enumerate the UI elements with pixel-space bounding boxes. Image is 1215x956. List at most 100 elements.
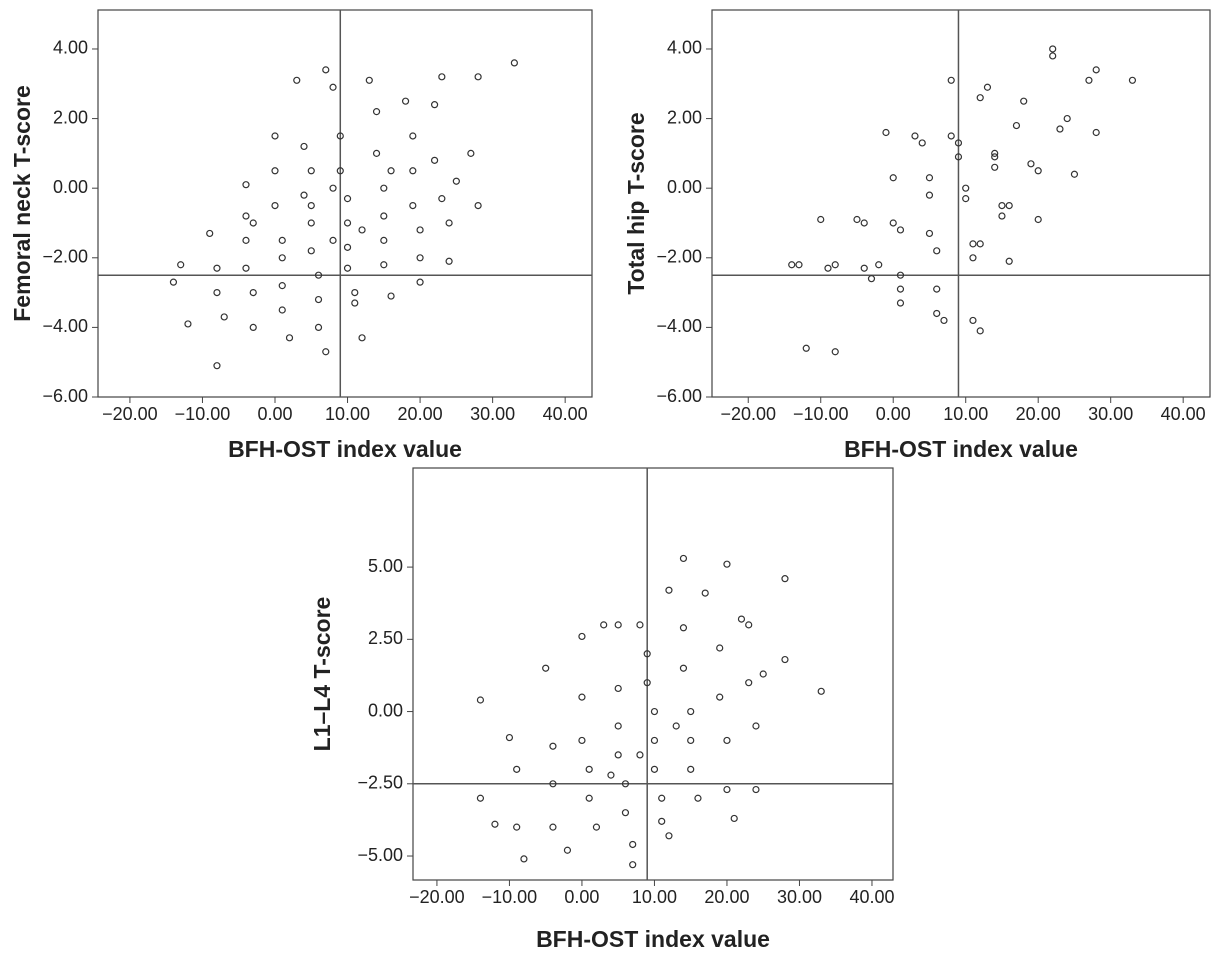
point bbox=[947, 132, 955, 140]
point bbox=[271, 132, 279, 140]
point bbox=[184, 320, 192, 328]
point bbox=[416, 254, 424, 262]
point bbox=[962, 195, 970, 203]
point bbox=[409, 132, 417, 140]
point bbox=[650, 707, 659, 716]
y-tick-label: 2.00 bbox=[667, 107, 702, 127]
point bbox=[933, 247, 941, 255]
point bbox=[329, 184, 337, 192]
point bbox=[314, 295, 323, 304]
x-tick-label: −20.00 bbox=[720, 404, 776, 424]
point bbox=[169, 278, 178, 286]
point bbox=[329, 83, 337, 91]
point bbox=[1092, 66, 1100, 74]
point bbox=[445, 257, 453, 265]
point bbox=[307, 247, 315, 255]
point bbox=[933, 285, 941, 293]
point bbox=[991, 149, 999, 157]
point bbox=[600, 621, 608, 629]
point bbox=[752, 722, 760, 730]
point bbox=[759, 670, 767, 678]
y-tick-label: 2.50 bbox=[368, 628, 403, 648]
point bbox=[300, 191, 308, 199]
point bbox=[416, 226, 424, 234]
point bbox=[563, 846, 572, 854]
point bbox=[679, 664, 688, 672]
x-tick-label: 40.00 bbox=[543, 404, 588, 424]
point bbox=[307, 219, 315, 227]
point bbox=[643, 679, 651, 687]
point bbox=[925, 191, 934, 199]
point bbox=[220, 313, 228, 321]
point bbox=[365, 76, 373, 84]
point bbox=[658, 794, 666, 802]
y-tick-label: −4.00 bbox=[656, 316, 702, 336]
point bbox=[947, 76, 955, 84]
point bbox=[474, 73, 482, 81]
point bbox=[285, 334, 294, 342]
point bbox=[925, 229, 934, 238]
point bbox=[621, 809, 630, 817]
point bbox=[896, 226, 905, 234]
y-tick-label: −6.00 bbox=[42, 386, 88, 406]
panel: −20.00 −10.00 0.00 10.00 20.00 30.00 40.00 −5.0… bbox=[309, 467, 894, 952]
point bbox=[505, 733, 514, 742]
x-tick-label: −20.00 bbox=[409, 887, 465, 907]
point bbox=[911, 132, 919, 140]
point bbox=[278, 282, 286, 290]
point bbox=[1034, 215, 1042, 224]
point bbox=[716, 644, 724, 652]
point bbox=[954, 153, 963, 161]
point bbox=[242, 212, 250, 220]
point bbox=[278, 306, 286, 314]
point bbox=[438, 195, 446, 203]
point bbox=[1012, 121, 1021, 130]
point bbox=[578, 632, 586, 641]
point bbox=[351, 288, 359, 297]
point bbox=[672, 722, 680, 730]
point bbox=[983, 83, 992, 91]
point bbox=[343, 195, 352, 203]
x-tick-label: 40.00 bbox=[849, 887, 894, 907]
point bbox=[1034, 167, 1042, 175]
point bbox=[694, 794, 702, 802]
y-axis-label: L1–L4 T-score bbox=[309, 597, 335, 752]
point bbox=[969, 240, 977, 248]
point bbox=[249, 219, 257, 227]
point bbox=[723, 736, 731, 745]
x-tick-label: 40.00 bbox=[1161, 404, 1206, 424]
y-axis-label: Total hip T-score bbox=[623, 112, 649, 294]
y-tick-label: −2.50 bbox=[357, 773, 403, 793]
y-axis-label: Femoral neck T-score bbox=[9, 85, 35, 322]
point bbox=[300, 142, 308, 151]
point bbox=[998, 201, 1006, 210]
point bbox=[409, 167, 417, 175]
y-tick-label: 4.00 bbox=[667, 38, 702, 58]
point bbox=[343, 219, 352, 227]
x-tick-label: 0.00 bbox=[257, 404, 292, 424]
y-tick-label: 5.00 bbox=[368, 556, 403, 576]
point bbox=[745, 679, 753, 687]
point bbox=[896, 271, 905, 279]
point bbox=[380, 261, 388, 269]
point bbox=[416, 278, 424, 286]
point bbox=[351, 299, 359, 307]
point bbox=[513, 823, 521, 831]
x-axis-label: BFH-OST index value bbox=[228, 436, 462, 462]
point bbox=[817, 687, 825, 695]
point bbox=[322, 348, 330, 356]
point bbox=[650, 765, 659, 773]
point bbox=[860, 264, 868, 272]
point bbox=[372, 149, 381, 157]
point bbox=[940, 316, 948, 325]
point bbox=[476, 696, 485, 704]
point bbox=[542, 664, 550, 672]
point bbox=[853, 215, 861, 224]
point bbox=[213, 362, 221, 370]
point bbox=[621, 780, 630, 788]
point bbox=[614, 722, 622, 730]
x-tick-label: 30.00 bbox=[777, 887, 822, 907]
point bbox=[614, 684, 622, 693]
point bbox=[1027, 160, 1035, 168]
